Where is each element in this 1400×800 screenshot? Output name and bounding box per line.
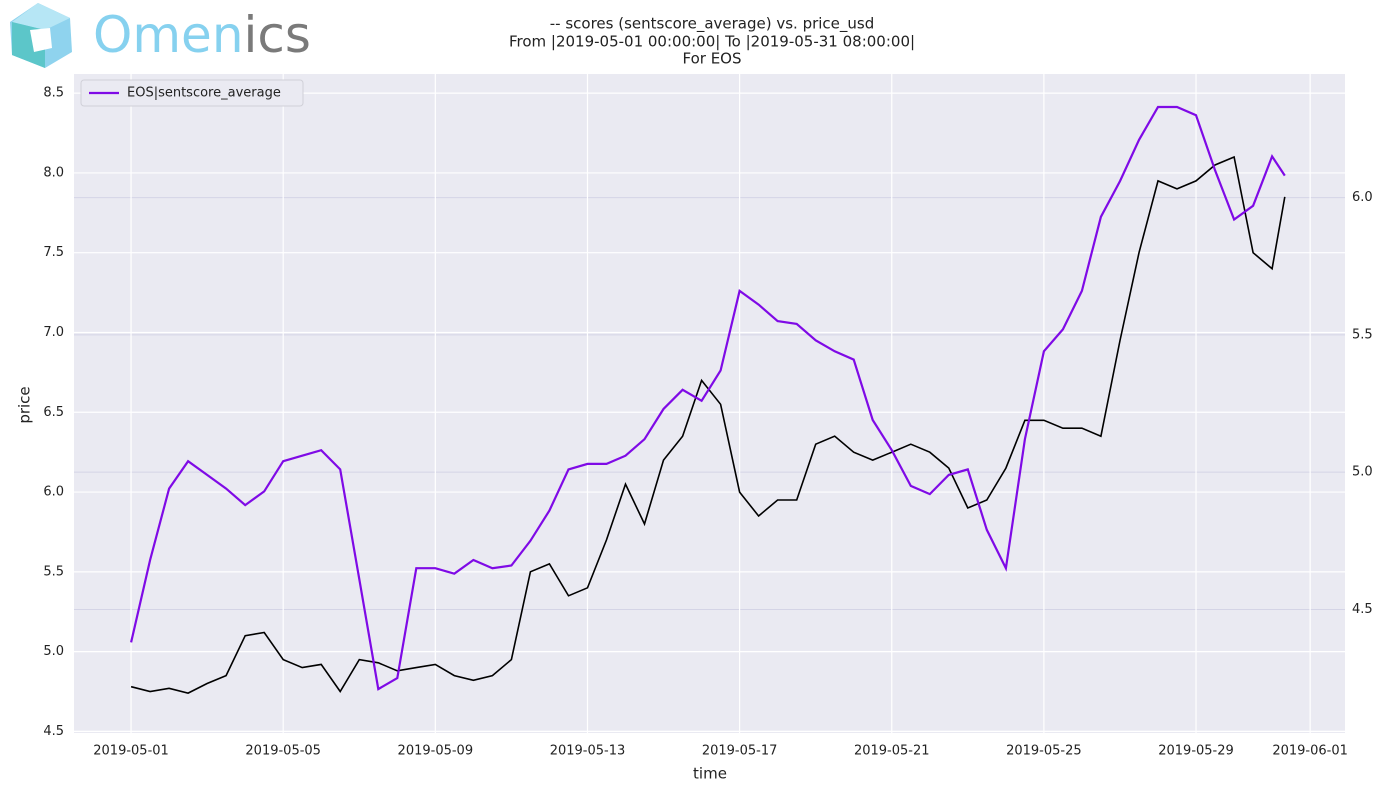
y-axis-label: price: [16, 386, 34, 423]
y-tick-label: 5.5: [43, 564, 64, 579]
y-tick-label: 6.5: [43, 405, 64, 420]
x-tick-label: 2019-05-13: [550, 744, 626, 759]
plot-background: [74, 74, 1345, 733]
y-tick-label: 8.0: [43, 165, 64, 180]
logo-text-a: Omen: [93, 6, 244, 64]
x-tick-label: 2019-05-25: [1006, 744, 1082, 759]
y2-tick-label: 6.0: [1352, 190, 1373, 205]
legend-label: EOS|sentscore_average: [127, 86, 281, 101]
logo: Omenics: [10, 3, 311, 68]
chart-title: For EOS: [682, 50, 741, 68]
legend: EOS|sentscore_average: [80, 79, 304, 107]
x-tick-label: 2019-05-01: [93, 744, 169, 759]
y-tick-label: 4.5: [43, 724, 64, 739]
x-tick-label: 2019-06-01: [1272, 744, 1348, 759]
x-tick-label: 2019-05-05: [245, 744, 321, 759]
data-line: [130, 105, 1286, 691]
y-tick-label: 7.0: [43, 325, 64, 340]
logo-text-b: ics: [244, 6, 311, 64]
y2-tick-label: 5.5: [1352, 327, 1373, 342]
x-axis-label: time: [693, 765, 727, 783]
y-tick-label: 6.0: [43, 485, 64, 500]
chart-title: -- scores (sentscore_average) vs. price_…: [550, 15, 875, 34]
x-tick-label: 2019-05-09: [398, 744, 474, 759]
x-tick-label: 2019-05-17: [702, 744, 778, 759]
data-line: [130, 155, 1286, 694]
y-tick-label: 7.5: [43, 245, 64, 260]
y2-tick-label: 5.0: [1352, 465, 1373, 480]
x-tick-label: 2019-05-21: [854, 744, 930, 759]
y-tick-label: 5.0: [43, 644, 64, 659]
y-tick-label: 8.5: [43, 86, 64, 101]
logo-facet: [12, 3, 70, 30]
logo-text: Omenics: [93, 6, 311, 64]
y2-tick-label: 4.5: [1352, 602, 1373, 617]
chart-title: From |2019-05-01 00:00:00| To |2019-05-3…: [509, 33, 915, 51]
logo-hole: [30, 28, 52, 52]
legend-box: [80, 79, 304, 107]
x-tick-label: 2019-05-29: [1158, 744, 1234, 759]
